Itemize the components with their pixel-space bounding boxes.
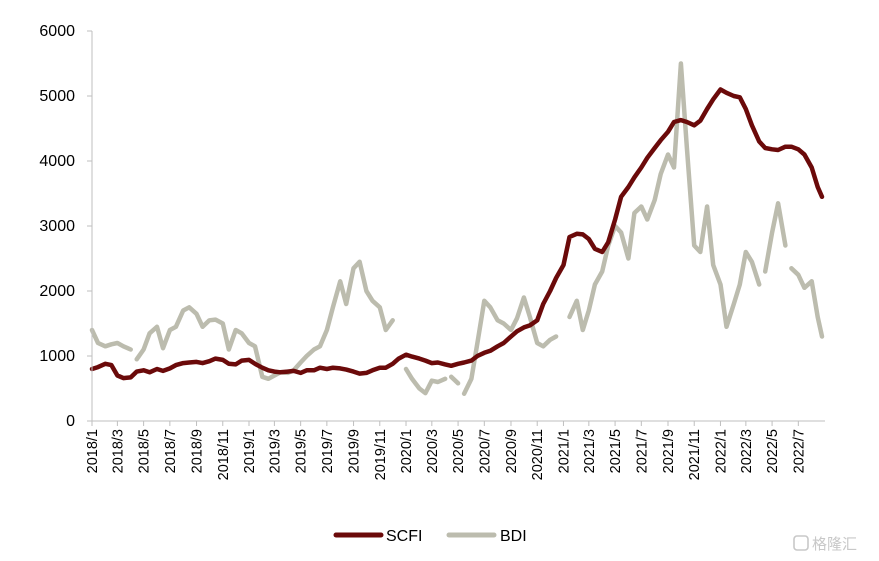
y-tick-label: 5000 xyxy=(39,88,75,105)
x-tick-label: 2020/1 xyxy=(399,429,415,473)
x-tick-label: 2021/7 xyxy=(634,429,650,473)
series-line-bdi xyxy=(403,366,448,396)
x-tick-label: 2018/1 xyxy=(85,429,101,473)
x-tick-label: 2021/11 xyxy=(687,429,703,480)
x-tick-label: 2019/1 xyxy=(242,429,258,473)
legend: SCFI BDI xyxy=(333,528,527,545)
series-line-bdi xyxy=(567,61,762,333)
x-tick-label: 2021/1 xyxy=(556,429,572,473)
x-tick-label: 2020/5 xyxy=(451,429,467,473)
series-scfi xyxy=(89,87,825,381)
series-bdi xyxy=(89,61,825,396)
watermark-text: 格隆汇 xyxy=(812,535,857,553)
x-tick-label: 2019/7 xyxy=(320,429,336,473)
plot-lines xyxy=(89,61,825,396)
x-tick-label: 2020/11 xyxy=(530,429,546,480)
legend-label-bdi: BDI xyxy=(500,528,527,545)
y-tick-label: 4000 xyxy=(39,153,75,170)
watermark-logo-icon xyxy=(793,535,809,551)
series-line-bdi xyxy=(134,259,395,382)
x-tick-label: 2022/7 xyxy=(791,429,807,473)
x-tick-label: 2020/3 xyxy=(425,429,441,473)
y-tick-label: 0 xyxy=(66,413,75,430)
series-line-bdi xyxy=(461,295,559,396)
series-line-scfi xyxy=(89,87,825,381)
x-tick-label: 2021/9 xyxy=(661,429,677,473)
x-tick-label: 2020/7 xyxy=(477,429,493,473)
series-line-bdi xyxy=(89,327,133,352)
legend-label-scfi: SCFI xyxy=(386,528,422,545)
x-tick-label: 2021/5 xyxy=(608,429,624,473)
x-tick-label: 2018/11 xyxy=(216,429,232,480)
x-tick-label: 2021/3 xyxy=(582,429,598,473)
y-tick-label: 6000 xyxy=(39,23,75,40)
y-tick-label: 1000 xyxy=(39,348,75,365)
x-tick-label: 2019/11 xyxy=(373,429,389,480)
x-tick-label: 2019/9 xyxy=(347,429,363,473)
series-line-bdi xyxy=(448,374,461,386)
x-tick-label: 2019/3 xyxy=(267,429,283,473)
x-tick-label: 2018/7 xyxy=(163,429,179,473)
x-tick-label: 2022/5 xyxy=(765,429,781,473)
y-tick-label: 3000 xyxy=(39,218,75,235)
x-tick-label: 2022/3 xyxy=(739,429,755,473)
series-line-bdi xyxy=(762,201,788,274)
x-tick-label: 2018/5 xyxy=(137,429,153,473)
x-tick-label: 2022/1 xyxy=(713,429,729,473)
y-tick-label: 2000 xyxy=(39,283,75,300)
series-line-bdi xyxy=(789,266,825,339)
watermark: 格隆汇 xyxy=(793,535,857,553)
x-tick-label: 2018/9 xyxy=(190,429,206,473)
x-tick-label: 2019/5 xyxy=(294,429,310,473)
axes: 0 1000 2000 3000 4000 5000 6000 2018/1 2018/3 201… xyxy=(39,23,825,480)
x-tick-label: 2018/3 xyxy=(110,429,126,473)
x-tick-label: 2020/9 xyxy=(504,429,520,473)
